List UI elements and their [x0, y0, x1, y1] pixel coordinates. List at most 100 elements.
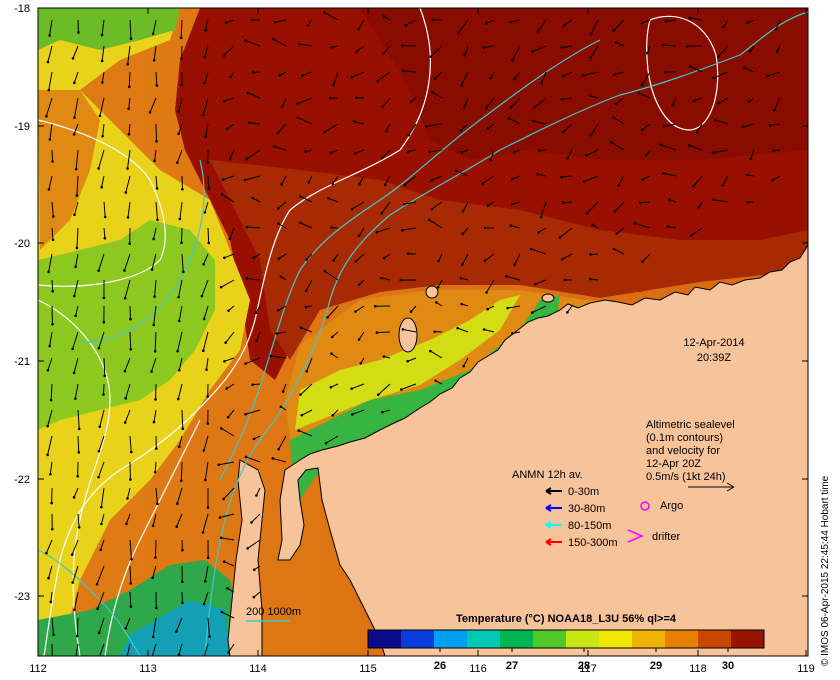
velocity-arrowhead	[177, 319, 181, 323]
velocity-arrowhead	[203, 81, 206, 85]
velocity-arrowhead	[357, 338, 361, 341]
velocity-arrowhead	[208, 635, 211, 638]
velocity-arrowhead	[153, 295, 156, 298]
velocity-arrowhead	[97, 269, 100, 272]
velocity-arrowhead	[123, 421, 127, 424]
velocity-arrow	[181, 253, 184, 272]
velocity-arrow	[47, 45, 53, 63]
velocity-arrow	[47, 409, 53, 427]
velocity-arrow	[663, 44, 677, 47]
velocity-arrowhead	[536, 172, 539, 176]
velocity-arrow	[49, 461, 53, 475]
velocity-arrowhead	[298, 42, 302, 46]
velocity-arrowhead	[331, 182, 335, 186]
velocity-arrowhead	[659, 143, 663, 147]
velocity-arrowhead	[434, 379, 437, 383]
velocity-arrowhead	[243, 178, 247, 182]
velocity-arrowhead	[531, 119, 535, 123]
velocity-arrowhead	[376, 393, 380, 397]
velocity-arrow	[715, 119, 729, 125]
velocity-arrowhead	[359, 361, 363, 365]
velocity-arrow	[204, 19, 209, 31]
velocity-arrow	[407, 149, 417, 152]
velocity-arrow	[482, 175, 495, 184]
velocity-arrowhead	[97, 475, 100, 479]
velocity-arrowhead	[245, 225, 249, 229]
velocity-arrow	[431, 201, 443, 210]
velocity-arrowhead	[277, 308, 280, 312]
velocity-arrowhead	[177, 110, 181, 113]
velocity-arrowhead	[77, 526, 81, 529]
velocity-arrowhead	[99, 548, 102, 552]
velocity-arrowhead	[244, 455, 248, 459]
velocity-arrow	[486, 279, 495, 293]
velocity-arrowhead	[612, 116, 616, 119]
velocity-arrowhead	[749, 157, 753, 160]
velocity-arrowhead	[562, 24, 566, 27]
lon-tick-label: 113	[139, 663, 157, 675]
velocity-arrowhead	[354, 260, 358, 263]
velocity-arrowhead	[129, 605, 133, 608]
velocity-arrowhead	[641, 178, 644, 182]
velocity-arrow	[567, 149, 573, 159]
velocity-arrowhead	[716, 102, 720, 105]
velocity-arrowhead	[103, 215, 107, 219]
velocity-arrow	[464, 45, 469, 56]
velocity-arrow	[618, 175, 625, 186]
velocity-arrow	[75, 643, 79, 656]
velocity-arrow	[639, 92, 651, 99]
velocity-arrowhead	[225, 387, 229, 390]
velocity-arrowhead	[151, 32, 155, 36]
velocity-arrow	[180, 461, 183, 481]
velocity-arrowhead	[100, 185, 103, 189]
velocity-arrow	[324, 11, 339, 21]
velocity-arrowhead	[589, 56, 593, 60]
velocity-arrowhead	[459, 276, 463, 280]
velocity-arrow	[72, 45, 79, 59]
altimetry-line: (0.1m contours)	[646, 432, 723, 444]
velocity-arrowhead	[46, 368, 50, 372]
velocity-arrowhead	[45, 114, 48, 118]
velocity-arrowhead	[429, 55, 432, 58]
velocity-arrowhead	[352, 120, 356, 123]
velocity-arrowhead	[772, 149, 775, 152]
velocity-arrowhead	[663, 70, 667, 74]
velocity-arrowhead	[332, 83, 335, 87]
lat-tick-label: -20	[14, 238, 30, 250]
velocity-arrow	[514, 253, 521, 265]
velocity-arrow	[611, 141, 625, 151]
velocity-arrowhead	[181, 187, 184, 191]
velocity-arrow	[358, 331, 365, 340]
velocity-arrowhead	[175, 502, 179, 505]
velocity-arrow	[178, 97, 183, 112]
velocity-arrow	[49, 19, 53, 36]
map-plot-area	[38, 8, 808, 656]
velocity-arrow	[71, 539, 79, 555]
velocity-arrow	[512, 331, 521, 334]
velocity-arrow	[402, 227, 417, 231]
velocity-arrow	[403, 70, 417, 73]
velocity-arrowhead	[205, 368, 208, 371]
velocity-arrowhead	[220, 610, 224, 614]
velocity-arrow	[584, 175, 599, 183]
velocity-arrowhead	[433, 77, 437, 80]
velocity-arrowhead	[156, 502, 159, 506]
velocity-arrow	[385, 123, 391, 132]
velocity-arrow	[642, 123, 651, 130]
velocity-arrowhead	[97, 449, 101, 453]
velocity-arrow	[178, 305, 183, 321]
velocity-arrow	[382, 15, 391, 21]
velocity-arrowhead	[201, 531, 205, 534]
lon-tick-label: 117	[579, 663, 597, 675]
velocity-arrow	[561, 175, 573, 178]
velocity-arrow	[101, 175, 105, 188]
velocity-arrow	[99, 643, 105, 656]
velocity-arrow	[175, 617, 183, 632]
velocity-arrowhead	[486, 307, 489, 311]
velocity-arrowhead	[509, 224, 513, 228]
velocity-arrow	[278, 253, 287, 260]
velocity-arrow	[47, 435, 53, 455]
velocity-arrow	[533, 97, 547, 108]
velocity-arrow	[223, 97, 235, 102]
velocity-arrow	[507, 305, 521, 309]
